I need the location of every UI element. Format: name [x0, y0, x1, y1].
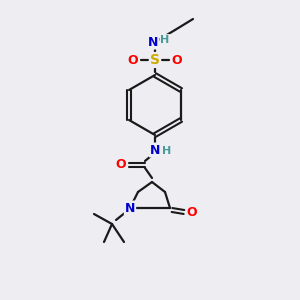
Text: O: O — [128, 53, 138, 67]
Text: O: O — [116, 158, 126, 172]
Text: N: N — [148, 35, 158, 49]
Text: S: S — [150, 53, 160, 67]
Text: N: N — [150, 143, 160, 157]
Text: H: H — [160, 35, 169, 45]
Text: O: O — [187, 206, 197, 218]
Text: O: O — [172, 53, 182, 67]
Text: N: N — [125, 202, 135, 214]
Text: H: H — [162, 146, 172, 156]
